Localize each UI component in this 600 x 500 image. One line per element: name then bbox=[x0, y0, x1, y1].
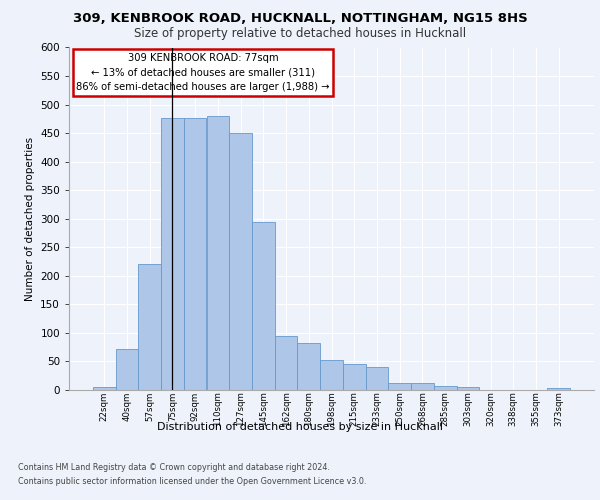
Bar bbox=[275, 336, 298, 390]
Bar bbox=[320, 360, 343, 390]
Text: Contains public sector information licensed under the Open Government Licence v3: Contains public sector information licen… bbox=[18, 478, 367, 486]
Bar bbox=[298, 343, 320, 390]
Bar bbox=[93, 387, 116, 390]
Bar bbox=[206, 116, 229, 390]
Bar bbox=[229, 133, 252, 390]
Text: Distribution of detached houses by size in Hucknall: Distribution of detached houses by size … bbox=[157, 422, 443, 432]
Text: 309, KENBROOK ROAD, HUCKNALL, NOTTINGHAM, NG15 8HS: 309, KENBROOK ROAD, HUCKNALL, NOTTINGHAM… bbox=[73, 12, 527, 26]
Bar bbox=[343, 364, 365, 390]
Bar bbox=[388, 382, 411, 390]
Bar bbox=[184, 118, 206, 390]
Text: Contains HM Land Registry data © Crown copyright and database right 2024.: Contains HM Land Registry data © Crown c… bbox=[18, 462, 330, 471]
Text: 309 KENBROOK ROAD: 77sqm
← 13% of detached houses are smaller (311)
86% of semi-: 309 KENBROOK ROAD: 77sqm ← 13% of detach… bbox=[76, 52, 329, 92]
Bar bbox=[161, 118, 184, 390]
Bar bbox=[434, 386, 457, 390]
Bar bbox=[365, 367, 388, 390]
Bar bbox=[411, 383, 434, 390]
Text: Size of property relative to detached houses in Hucknall: Size of property relative to detached ho… bbox=[134, 28, 466, 40]
Bar bbox=[139, 264, 161, 390]
Bar bbox=[116, 349, 139, 390]
Bar bbox=[547, 388, 570, 390]
Y-axis label: Number of detached properties: Number of detached properties bbox=[25, 136, 35, 301]
Bar bbox=[252, 222, 275, 390]
Bar bbox=[457, 387, 479, 390]
